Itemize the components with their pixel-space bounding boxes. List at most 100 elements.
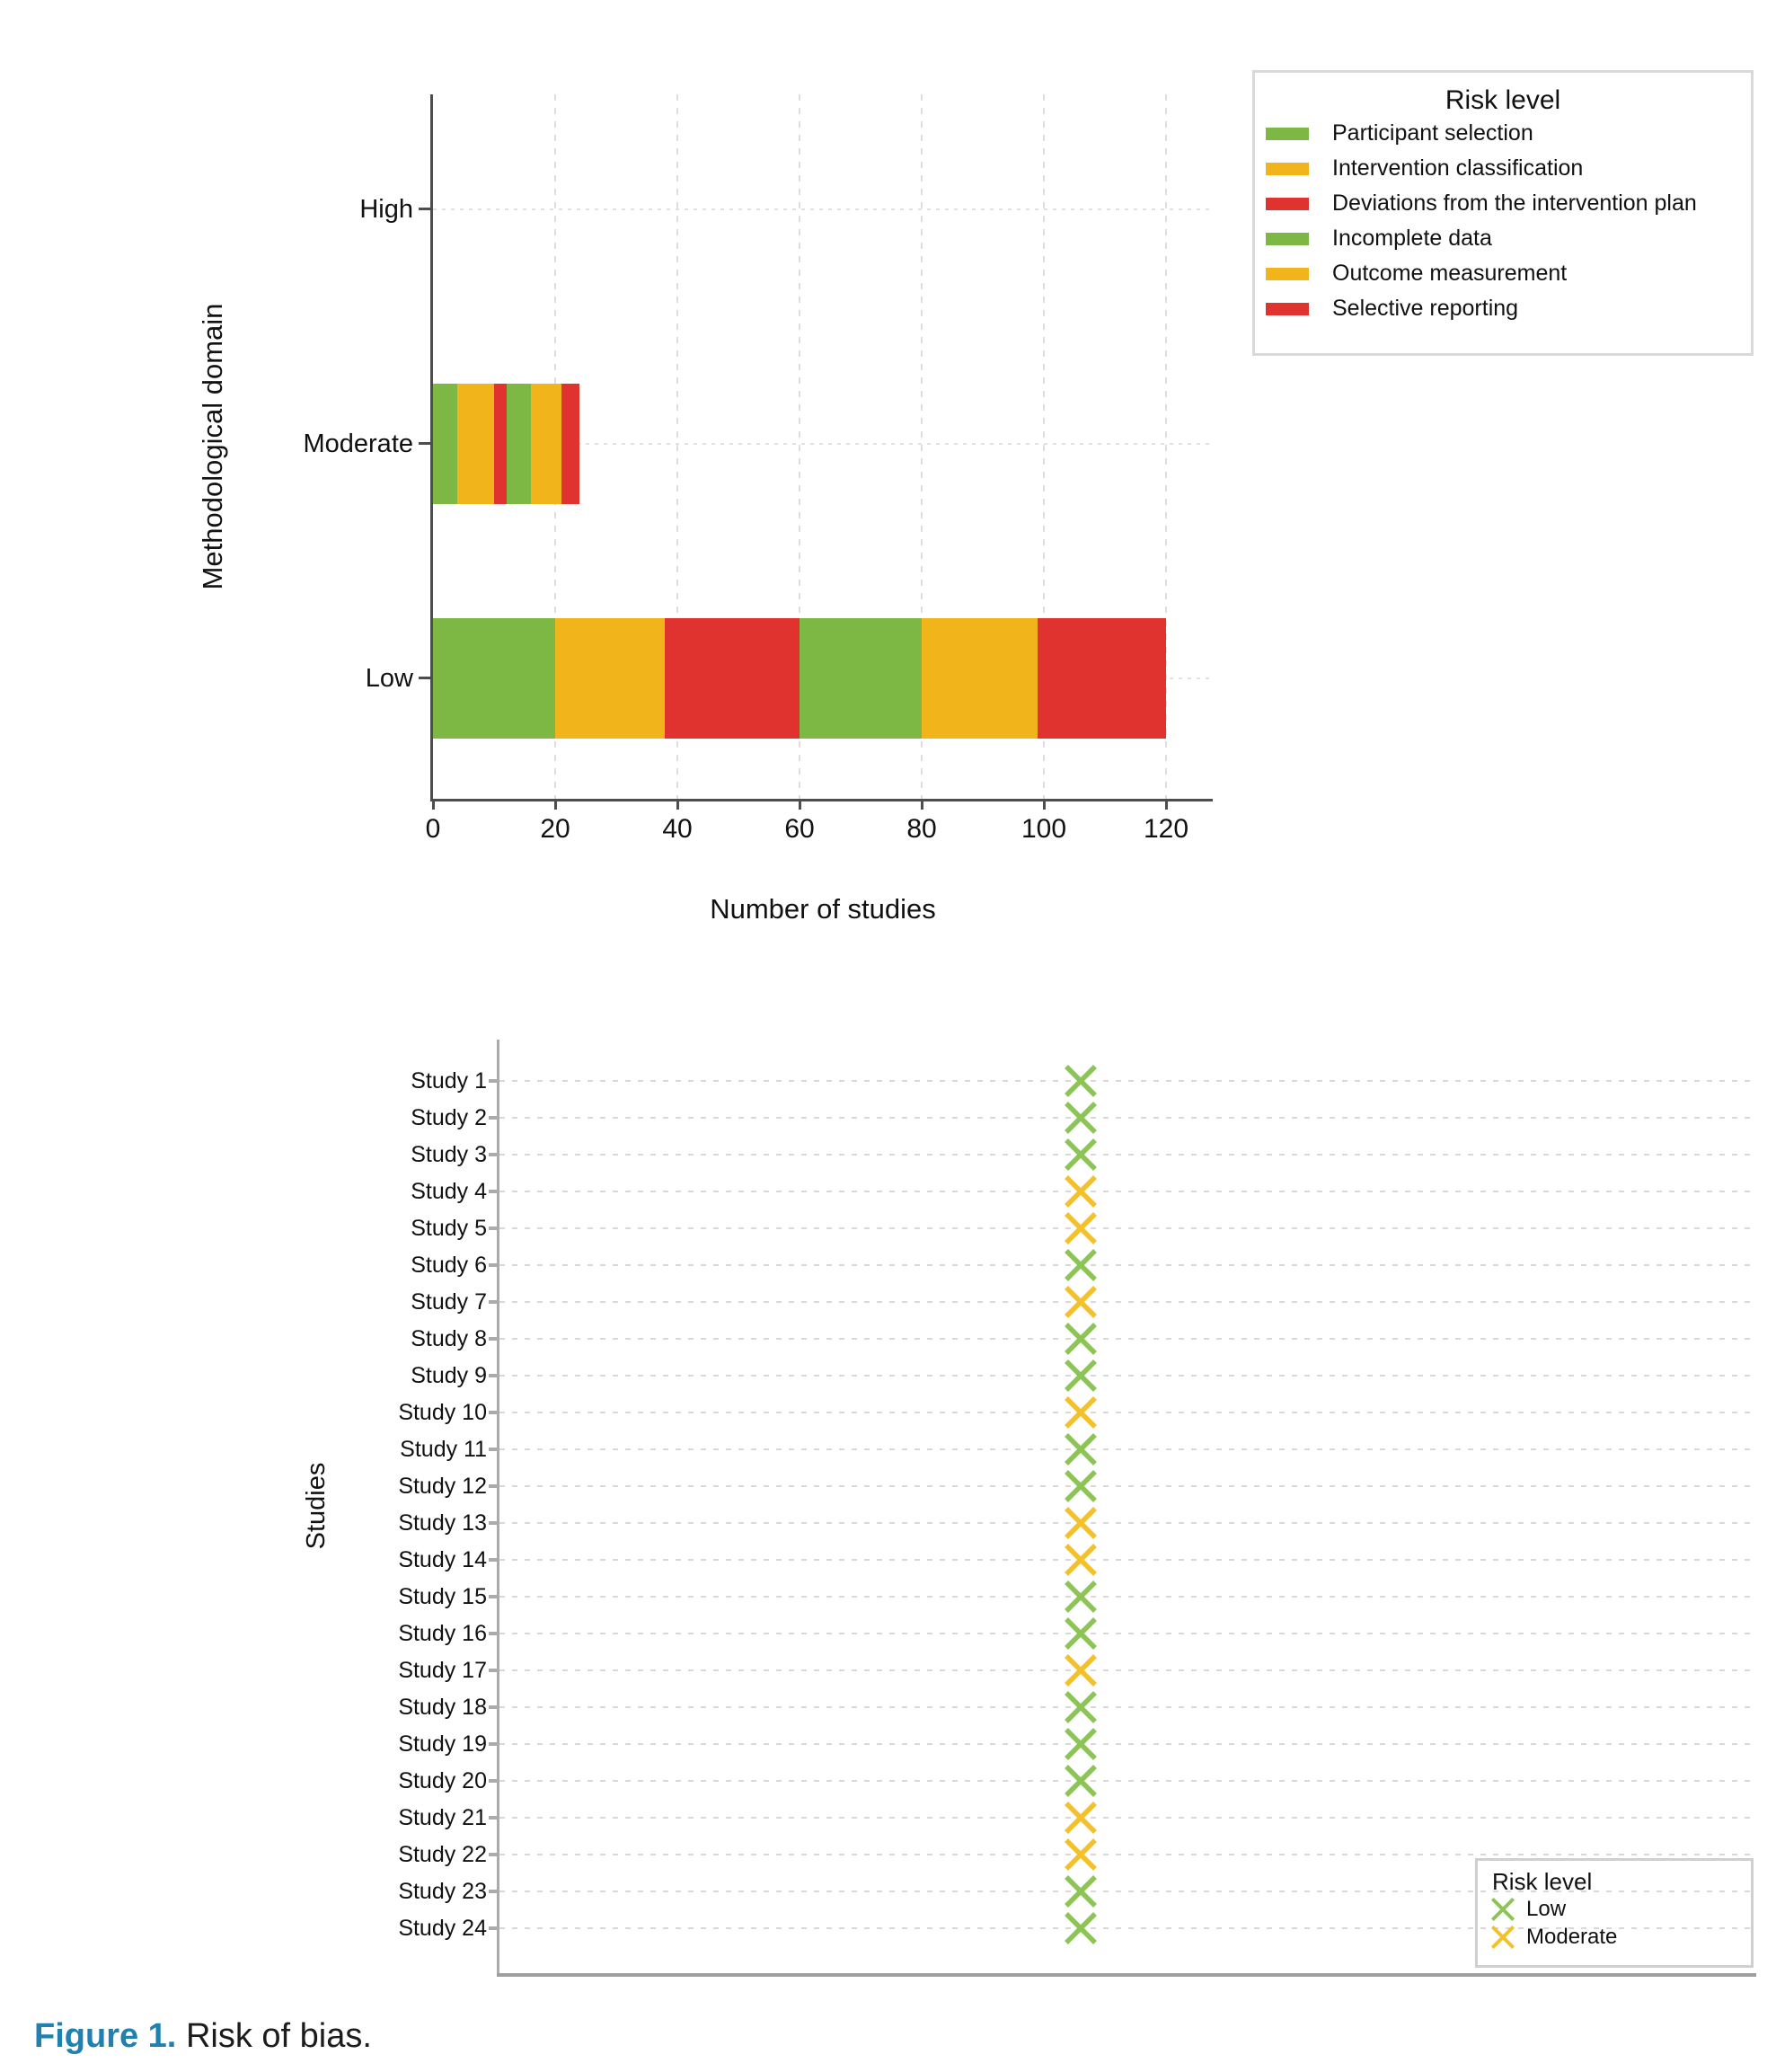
grid-line-horizontal <box>499 1485 1756 1487</box>
y-tick-mark <box>489 1669 499 1672</box>
grid-line-horizontal <box>499 1854 1756 1855</box>
legend-color-swatch <box>1266 302 1309 315</box>
y-tick-mark <box>489 1116 499 1120</box>
y-tick-mark <box>489 1558 499 1562</box>
bar-segment <box>433 618 555 739</box>
legend-item-label: Moderate <box>1526 1924 1618 1949</box>
risk-marker <box>1061 1687 1100 1727</box>
grid-line-horizontal <box>499 1191 1756 1192</box>
x-tick-label: 100 <box>1021 814 1067 844</box>
study-row-label: Study 2 <box>411 1105 487 1130</box>
y-tick-mark <box>489 1448 499 1451</box>
grid-line-horizontal <box>433 443 1213 445</box>
risk-marker <box>1061 1282 1100 1322</box>
bar-segment <box>1038 618 1166 739</box>
top-x-axis-title: Number of studies <box>710 893 936 925</box>
bar-segment <box>457 384 494 504</box>
y-axis-line <box>430 94 433 801</box>
grid-line-horizontal <box>499 1780 1756 1782</box>
risk-marker <box>1061 1651 1100 1690</box>
x-tick-label: 80 <box>906 814 937 844</box>
bar-segment <box>665 618 800 739</box>
risk-marker <box>1061 1172 1100 1211</box>
legend-item: Intervention classification <box>1255 151 1751 186</box>
risk-marker <box>1061 1209 1100 1248</box>
grid-line-horizontal <box>499 1154 1756 1156</box>
grid-line-horizontal <box>499 1559 1756 1561</box>
y-tick-mark <box>419 677 430 679</box>
grid-line-horizontal <box>499 1633 1756 1634</box>
y-tick-mark <box>489 1300 499 1304</box>
risk-marker <box>1061 1319 1100 1359</box>
y-tick-mark <box>489 1742 499 1746</box>
figure-caption-text: Risk of bias. <box>185 2017 372 2055</box>
x-tick-label: 60 <box>784 814 815 844</box>
bar-segment <box>433 384 458 504</box>
grid-line-horizontal <box>499 1338 1756 1340</box>
legend-color-swatch <box>1266 267 1309 280</box>
x-tick-mark <box>798 801 801 810</box>
x-axis-line <box>497 1973 1756 1977</box>
legend-color-swatch <box>1266 162 1309 175</box>
x-axis-line <box>430 799 1213 801</box>
grid-line-horizontal <box>499 1743 1756 1745</box>
y-tick-mark <box>489 1079 499 1083</box>
risk-marker <box>1061 1540 1100 1580</box>
grid-line-horizontal <box>499 1669 1756 1671</box>
grid-line-vertical <box>676 94 678 799</box>
y-tick-mark <box>489 1226 499 1230</box>
x-tick-mark <box>1164 801 1168 810</box>
risk-marker <box>1061 1798 1100 1837</box>
study-row-label: Study 16 <box>398 1621 487 1646</box>
risk-marker <box>1061 1908 1100 1948</box>
x-tick-label: 0 <box>425 814 441 844</box>
legend-item-label: Intervention classification <box>1332 155 1584 181</box>
grid-line-horizontal <box>499 1448 1756 1450</box>
risk-marker <box>1061 1577 1100 1616</box>
y-tick-mark <box>489 1705 499 1709</box>
bar-segment <box>555 618 666 739</box>
risk-marker <box>1061 1098 1100 1138</box>
figure-caption-number: Figure 1. <box>34 2017 177 2055</box>
study-row-label: Study 15 <box>398 1584 487 1609</box>
risk-marker <box>1061 1466 1100 1506</box>
top-legend: Risk level Participant selection Interven… <box>1252 70 1754 356</box>
grid-line-horizontal <box>499 1301 1756 1303</box>
legend-item: Participant selection <box>1255 116 1751 151</box>
y-tick-mark <box>489 1337 499 1341</box>
risk-marker <box>1061 1061 1100 1101</box>
legend-item-label: Selective reporting <box>1332 296 1519 321</box>
bar-segment <box>922 618 1038 739</box>
grid-line-horizontal <box>499 1927 1756 1929</box>
bar-segment <box>530 384 561 504</box>
y-tick-mark <box>489 1816 499 1820</box>
study-row-label: Study 14 <box>398 1547 487 1572</box>
x-marker-icon <box>1489 1923 1517 1952</box>
grid-line-horizontal <box>499 1596 1756 1598</box>
x-tick-mark <box>676 801 679 810</box>
study-row-label: Study 13 <box>398 1510 487 1536</box>
top-legend-title: Risk level <box>1445 85 1561 115</box>
study-row-label: Study 18 <box>398 1695 487 1720</box>
risk-marker <box>1061 1503 1100 1543</box>
study-row-label: Study 19 <box>398 1731 487 1757</box>
bar-segment <box>494 384 507 504</box>
grid-line-horizontal <box>499 1890 1756 1892</box>
grid-line-horizontal <box>433 208 1213 210</box>
bottom-legend-title: Risk level <box>1492 1868 1593 1895</box>
bar-segment <box>561 384 580 504</box>
x-tick-label: 40 <box>662 814 693 844</box>
y-tick-mark <box>489 1595 499 1598</box>
y-tick-mark <box>489 1521 499 1525</box>
x-tick-mark <box>1042 801 1046 810</box>
legend-item: Low <box>1478 1895 1751 1923</box>
y-tick-mark <box>419 442 430 445</box>
x-marker-icon <box>1489 1895 1517 1924</box>
legend-item-label: Outcome measurement <box>1332 261 1568 286</box>
bar-segment <box>506 384 531 504</box>
grid-line-horizontal <box>499 1706 1756 1708</box>
study-row-label: Study 9 <box>411 1363 487 1388</box>
study-row-label: Study 12 <box>398 1474 487 1499</box>
y-tick-mark <box>489 1263 499 1267</box>
grid-line-horizontal <box>499 1080 1756 1082</box>
